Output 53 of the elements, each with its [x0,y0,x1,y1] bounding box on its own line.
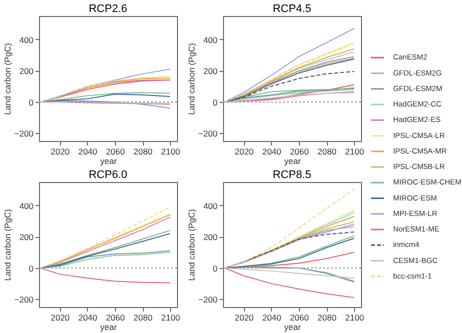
chart-title: RCP2.6 [88,2,128,14]
y-tick-label: −200 [14,294,34,304]
y-tick-label: 200 [19,66,34,76]
y-axis-title: Land carbon (PgC) [186,208,196,280]
x-tick-label: 2020 [234,312,254,322]
x-tick-label: 2100 [345,312,364,322]
x-tick-label: 2080 [318,146,337,156]
line-series [224,28,355,102]
x-axis-title: year [284,322,301,332]
line-series [224,266,355,298]
x-tick-label: 2080 [318,312,337,322]
x-tick-label: 2040 [78,146,98,156]
x-tick-label: 2100 [161,312,180,322]
line-series [224,188,355,268]
x-axis-title: year [284,156,301,166]
y-axis-title: Land carbon (PgC) [2,208,12,280]
chart-title: RCP4.5 [272,2,312,14]
y-tick-label: 200 [203,66,218,76]
chart-title: RCP6.0 [88,168,128,180]
y-tick-label: 200 [19,232,34,242]
y-tick-label: 200 [203,232,218,242]
x-tick-label: 2060 [290,312,310,322]
x-tick-label: 2100 [345,146,364,156]
x-tick-label: 2040 [262,146,282,156]
line-series [224,266,355,278]
x-tick-label: 2040 [262,312,282,322]
x-tick-label: 2060 [106,312,126,322]
x-tick-label: 2100 [161,146,180,156]
y-tick-label: 400 [19,200,34,210]
y-tick-label: 400 [203,200,218,210]
line-series [40,266,171,283]
y-tick-label: 400 [203,34,218,44]
y-axis-title: Land carbon (PgC) [186,42,196,114]
x-tick-label: 2020 [50,312,70,322]
chart-title: RCP8.5 [272,168,312,180]
x-tick-label: 2020 [234,146,254,156]
y-tick-label: 0 [212,262,218,273]
x-tick-label: 2040 [78,312,98,322]
y-tick-label: −200 [198,294,218,304]
y-tick-label: −200 [198,128,218,138]
x-tick-label: 2080 [134,312,153,322]
y-tick-label: −200 [14,128,34,138]
y-tick-label: 0 [28,262,34,273]
x-tick-label: 2080 [134,146,153,156]
x-axis-title: year [100,156,117,166]
y-tick-label: 0 [28,96,34,107]
x-tick-label: 2060 [290,146,310,156]
y-tick-label: 0 [212,96,218,107]
x-axis-title: year [100,322,117,332]
y-axis-title: Land carbon (PgC) [2,42,12,114]
y-tick-label: 400 [19,34,34,44]
x-tick-label: 2060 [106,146,126,156]
x-tick-label: 2020 [50,146,70,156]
